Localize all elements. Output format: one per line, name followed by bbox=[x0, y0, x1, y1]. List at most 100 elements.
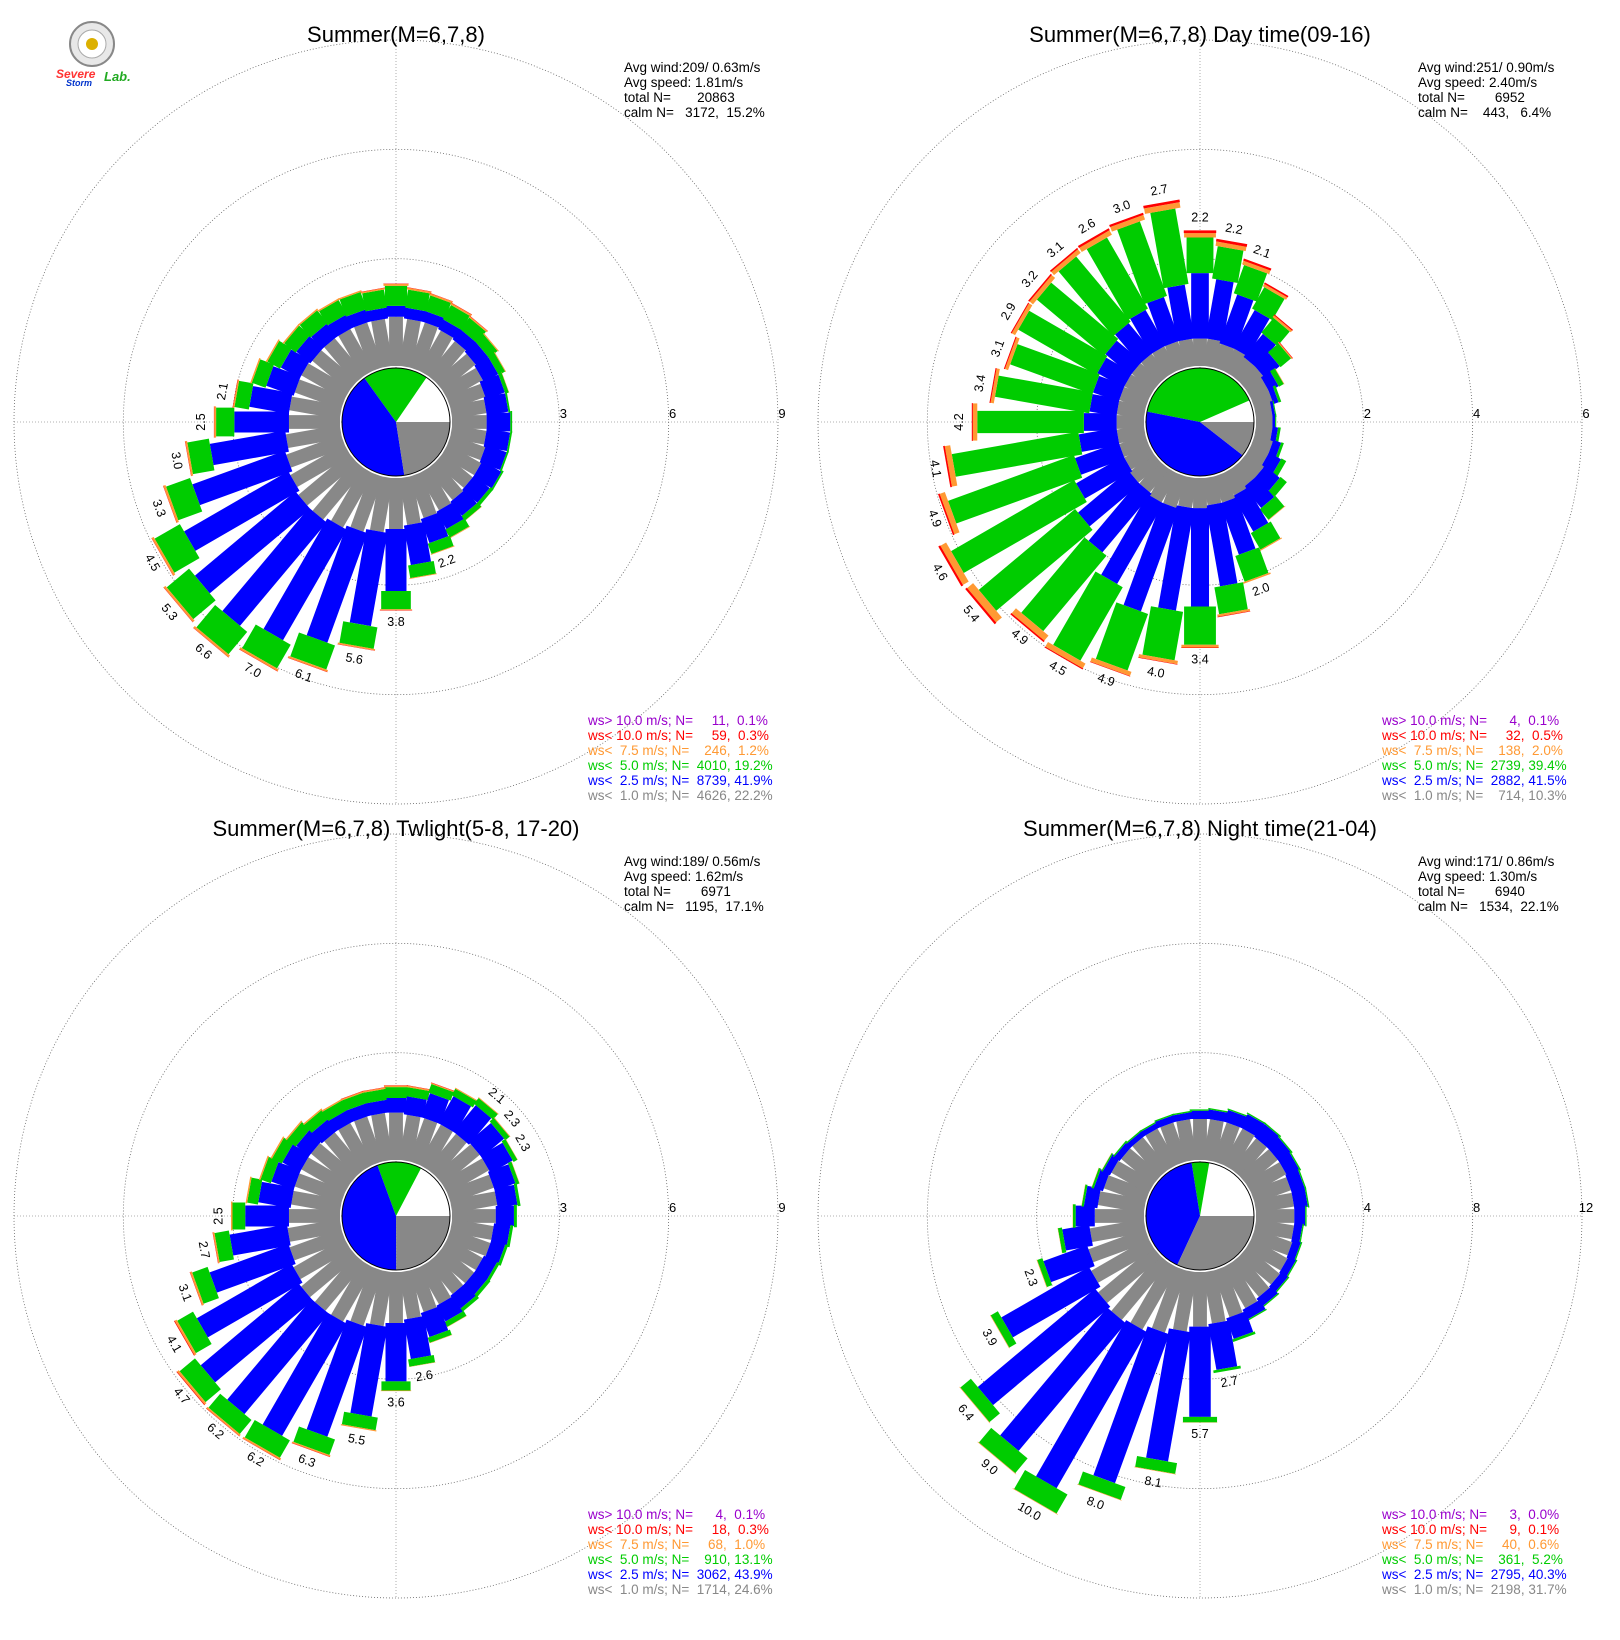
bar-270-lt25 bbox=[234, 411, 289, 433]
bar-290-lt1 bbox=[1119, 386, 1150, 410]
bar-190-lt25 bbox=[350, 1323, 388, 1417]
bar-300-lt1 bbox=[1124, 374, 1155, 400]
ring-label-9: 9 bbox=[778, 1200, 785, 1215]
bar-320-lt5 bbox=[299, 310, 328, 338]
stat-line-1: Avg wind:251/ 0.90m/s bbox=[1418, 60, 1555, 75]
bar-310-lt75 bbox=[1029, 275, 1056, 305]
bar-270-lt1 bbox=[288, 415, 340, 429]
bar-280-lt5 bbox=[994, 375, 1093, 414]
bar-320-lt5 bbox=[1058, 256, 1131, 337]
bar-10-lt5 bbox=[1208, 1107, 1230, 1113]
bar-160-lt1 bbox=[408, 472, 437, 519]
bar-240-lt75 bbox=[940, 542, 969, 585]
bar-190-lt1 bbox=[369, 475, 394, 533]
bar-120-lt5 bbox=[486, 1262, 500, 1283]
bar-230-lt75 bbox=[959, 1386, 991, 1424]
bar-value-label: 2.7 bbox=[1149, 182, 1169, 199]
bar-210-lt75 bbox=[1045, 641, 1086, 669]
bar-320-lt25 bbox=[312, 1119, 338, 1144]
bar-300-lt1 bbox=[301, 1157, 351, 1194]
bar-320-lt1 bbox=[1132, 1137, 1170, 1178]
ring-label-2: 2 bbox=[1364, 406, 1371, 421]
bar-20-lt1 bbox=[1212, 343, 1235, 372]
bar-150-lt25 bbox=[1242, 1299, 1266, 1320]
bar-280-lt5 bbox=[247, 1177, 263, 1205]
bar-240-lt75 bbox=[151, 536, 176, 576]
bar-70-lt25 bbox=[479, 374, 505, 400]
bar-150-lt1 bbox=[1222, 1261, 1258, 1309]
ring-label-3: 3 bbox=[560, 1200, 567, 1215]
bar-70-lt75 bbox=[501, 371, 510, 393]
bar-250-lt10 bbox=[189, 1271, 203, 1306]
stat-line-3: total N= 20863 bbox=[624, 90, 735, 105]
bar-260-lt25 bbox=[229, 1224, 291, 1256]
bar-200-lt75 bbox=[291, 1441, 331, 1457]
bar-value-label: 2.2 bbox=[1224, 220, 1244, 237]
calm-pie-slice-lt25 bbox=[342, 378, 405, 476]
bar-0-lt75 bbox=[1184, 233, 1216, 238]
bar-90-lt1 bbox=[1256, 1209, 1295, 1223]
bar-250-lt5 bbox=[192, 1266, 219, 1304]
bar-220-lt5 bbox=[978, 1427, 1028, 1474]
bar-60-lt5 bbox=[1289, 1151, 1302, 1171]
bar-340-lt10 bbox=[1109, 212, 1144, 228]
bar-300-lt75 bbox=[1011, 303, 1033, 336]
bar-value-label: 4.6 bbox=[930, 561, 951, 583]
bar-320-lt5 bbox=[304, 1110, 329, 1133]
bar-320-lt1 bbox=[324, 1132, 366, 1178]
bar-20-lt25 bbox=[421, 311, 445, 329]
bar-210-lt1 bbox=[1130, 1261, 1178, 1330]
bar-180-lt25 bbox=[1190, 508, 1210, 607]
bar-220-lt25 bbox=[1000, 1307, 1126, 1451]
bar-70-lt25 bbox=[1267, 386, 1279, 405]
stat-line-1: Avg wind:209/ 0.63m/s bbox=[624, 60, 761, 75]
bar-150-lt5 bbox=[445, 518, 470, 538]
bar-50-lt25 bbox=[468, 1122, 505, 1158]
bar-160-lt75 bbox=[1242, 572, 1271, 584]
bar-110-lt25 bbox=[484, 1240, 506, 1264]
bar-230-lt75 bbox=[177, 1370, 207, 1405]
bar-350-lt5 bbox=[1150, 208, 1189, 289]
bar-value-label: 3.8 bbox=[387, 615, 404, 629]
bar-220-lt75 bbox=[1011, 608, 1049, 641]
bar-270-lt5 bbox=[232, 1202, 246, 1230]
bar-220-lt75 bbox=[206, 1406, 241, 1437]
bar-40-lt5 bbox=[473, 1098, 498, 1120]
bar-230-lt25 bbox=[1078, 470, 1140, 527]
bar-290-lt5 bbox=[260, 1156, 279, 1184]
legend-entry-lt75: ws< 7.5 m/s; N= 68, 1.0% bbox=[587, 1537, 765, 1552]
bar-290-lt5 bbox=[251, 359, 274, 388]
legend-entry-lt1: ws< 1.0 m/s; N= 1714, 24.6% bbox=[587, 1582, 773, 1597]
bar-90-lt1 bbox=[452, 415, 487, 429]
bar-100-lt25 bbox=[490, 1223, 511, 1246]
bar-300-lt5 bbox=[1101, 1152, 1113, 1172]
bar-350-lt1 bbox=[371, 1112, 394, 1163]
bar-70-lt1 bbox=[446, 1174, 494, 1204]
bar-290-lt75 bbox=[258, 1155, 269, 1181]
bar-330-lt10 bbox=[1077, 228, 1110, 248]
bar-20-lt5 bbox=[1227, 1108, 1248, 1117]
bar-280-lt1 bbox=[1097, 1191, 1147, 1214]
bar-60-lt1 bbox=[1245, 378, 1269, 400]
bar-320-lt5 bbox=[1125, 1129, 1142, 1145]
bar-30-lt75 bbox=[450, 302, 472, 317]
bar-340-lt5 bbox=[342, 1092, 367, 1111]
bar-20-lt1 bbox=[1212, 1122, 1240, 1166]
bar-value-label: 5.4 bbox=[960, 603, 982, 625]
panel-title: Summer(M=6,7,8) Twlight(5-8, 17-20) bbox=[212, 816, 579, 841]
calm-pie-slice-calm bbox=[1200, 1162, 1254, 1216]
bar-20-lt10 bbox=[429, 292, 453, 302]
bar-220-lt25 bbox=[227, 1299, 329, 1415]
bar-40-lt10 bbox=[469, 315, 489, 332]
bar-40-lt5 bbox=[1263, 1122, 1282, 1138]
bar-170-lt75 bbox=[408, 1362, 436, 1368]
bar-170-lt1 bbox=[1202, 475, 1222, 506]
bar-300-lt5 bbox=[272, 1137, 294, 1164]
bar-280-lt1 bbox=[289, 396, 343, 420]
bar-240-lt1 bbox=[1124, 444, 1155, 470]
bar-340-lt1 bbox=[1164, 341, 1188, 372]
bar-190-lt5 bbox=[1142, 606, 1184, 661]
bar-290-lt25 bbox=[271, 1162, 301, 1190]
bar-350-lt10 bbox=[1143, 199, 1180, 209]
bar-100-lt25 bbox=[1291, 1222, 1303, 1244]
